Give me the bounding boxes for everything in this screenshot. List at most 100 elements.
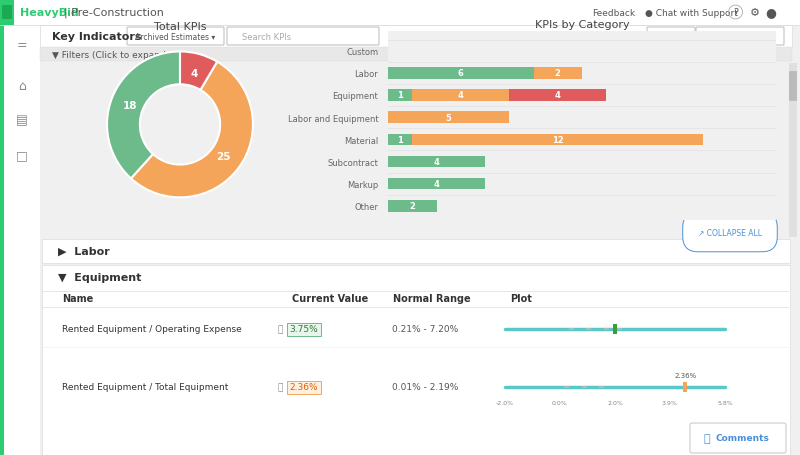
Bar	[388, 68, 534, 79]
Text: 1: 1	[397, 91, 403, 100]
Text: -2.0%: -2.0%	[496, 400, 514, 405]
Text: 6: 6	[458, 69, 464, 78]
Text: | Pre-Construction: | Pre-Construction	[64, 8, 164, 18]
Text: 0.01% - 2.19%: 0.01% - 2.19%	[392, 383, 458, 392]
Text: ▼ Filters (Click to expand...): ▼ Filters (Click to expand...)	[52, 51, 178, 59]
Text: ▶  Labor: ▶ Labor	[58, 247, 110, 257]
Text: 4: 4	[555, 91, 561, 100]
Bar	[599, 387, 604, 388]
Wedge shape	[131, 62, 253, 198]
Text: ⓘ: ⓘ	[277, 325, 282, 334]
Text: 25: 25	[216, 152, 230, 162]
FancyBboxPatch shape	[127, 28, 224, 46]
Text: 2.36%: 2.36%	[290, 383, 318, 392]
Bar	[412, 90, 510, 101]
Bar	[630, 329, 635, 330]
Text: Feedback: Feedback	[592, 9, 635, 17]
Bar	[613, 324, 617, 334]
Text: Name: Name	[62, 293, 94, 303]
Bar	[388, 112, 510, 124]
Text: 18: 18	[123, 101, 138, 111]
Text: 4: 4	[434, 180, 439, 189]
Text: Settings ▾: Settings ▾	[652, 32, 690, 41]
Bar	[287, 323, 321, 336]
Text: ▼  Equipment: ▼ Equipment	[58, 273, 142, 283]
FancyBboxPatch shape	[789, 72, 797, 102]
Text: ● Chat with Support: ● Chat with Support	[645, 9, 738, 17]
Text: ⎙: ⎙	[703, 433, 710, 443]
Bar	[42, 64, 790, 238]
Bar	[40, 48, 792, 62]
Bar	[586, 329, 591, 330]
Text: HeavyBid: HeavyBid	[20, 8, 78, 18]
Bar	[388, 157, 485, 168]
FancyBboxPatch shape	[647, 28, 695, 46]
Text: Current Value: Current Value	[292, 293, 368, 303]
Bar	[40, 26, 792, 48]
Title: Total KPIs: Total KPIs	[154, 22, 206, 32]
Bar	[42, 239, 790, 263]
Bar	[388, 134, 412, 146]
Text: Archived Estimates ▾: Archived Estimates ▾	[135, 32, 215, 41]
Text: 4: 4	[458, 91, 464, 100]
Bar	[287, 381, 321, 394]
Text: ▤: ▤	[16, 114, 28, 127]
Wedge shape	[107, 52, 180, 179]
Text: 2: 2	[555, 69, 561, 78]
Bar	[613, 387, 618, 388]
Text: Normal Range: Normal Range	[393, 293, 470, 303]
Bar	[2, 6, 12, 20]
FancyBboxPatch shape	[227, 28, 379, 46]
Text: 3.75%: 3.75%	[290, 325, 318, 334]
Text: 0.21% - 7.20%: 0.21% - 7.20%	[392, 325, 458, 334]
Bar	[582, 386, 586, 388]
Bar	[0, 0, 14, 26]
Text: Rented Equipment / Total Equipment: Rented Equipment / Total Equipment	[62, 383, 228, 392]
Text: 5: 5	[446, 113, 451, 122]
Text: Comments: Comments	[716, 434, 770, 443]
Bar	[388, 178, 485, 190]
FancyBboxPatch shape	[696, 28, 784, 46]
Bar	[604, 329, 609, 330]
Bar	[0, 0, 800, 26]
Text: □: □	[16, 149, 28, 162]
Text: Show/Hide KPIs: Show/Hide KPIs	[710, 32, 770, 41]
Text: ⚙: ⚙	[750, 8, 760, 18]
Bar	[42, 265, 790, 455]
FancyBboxPatch shape	[690, 423, 786, 453]
Text: 2.0%: 2.0%	[607, 400, 623, 405]
Text: ●: ●	[765, 6, 776, 20]
Text: 4: 4	[190, 69, 198, 79]
Bar	[546, 387, 551, 388]
Text: ?: ?	[733, 8, 738, 18]
Text: Plot: Plot	[510, 293, 532, 303]
Bar	[0, 26, 40, 455]
Bar	[510, 90, 606, 101]
Bar	[789, 64, 797, 238]
Bar	[534, 68, 582, 79]
Bar	[0, 26, 4, 455]
Text: Key Indicators: Key Indicators	[52, 32, 142, 42]
Text: 2: 2	[410, 202, 415, 211]
Text: ↗ COLLAPSE ALL: ↗ COLLAPSE ALL	[698, 228, 762, 237]
Text: 2.36%: 2.36%	[674, 372, 697, 378]
Text: 1: 1	[397, 136, 403, 145]
Wedge shape	[180, 52, 217, 91]
Text: 4: 4	[434, 157, 439, 167]
Text: Rented Equipment / Operating Expense: Rented Equipment / Operating Expense	[62, 325, 242, 334]
Text: 3.9%: 3.9%	[662, 400, 678, 405]
Text: ⓘ: ⓘ	[277, 383, 282, 392]
Bar	[564, 386, 569, 388]
Text: 5.8%: 5.8%	[717, 400, 733, 405]
Text: Search KPIs: Search KPIs	[242, 32, 291, 41]
Title: KPIs by Category: KPIs by Category	[534, 20, 630, 30]
Bar	[388, 90, 412, 101]
Bar	[617, 329, 622, 330]
Bar	[388, 201, 437, 212]
Text: 0.0%: 0.0%	[552, 400, 568, 405]
Text: ⌂: ⌂	[18, 79, 26, 92]
Bar	[569, 329, 574, 330]
Bar	[412, 134, 703, 146]
Text: =: =	[17, 40, 27, 52]
Bar	[683, 382, 687, 392]
